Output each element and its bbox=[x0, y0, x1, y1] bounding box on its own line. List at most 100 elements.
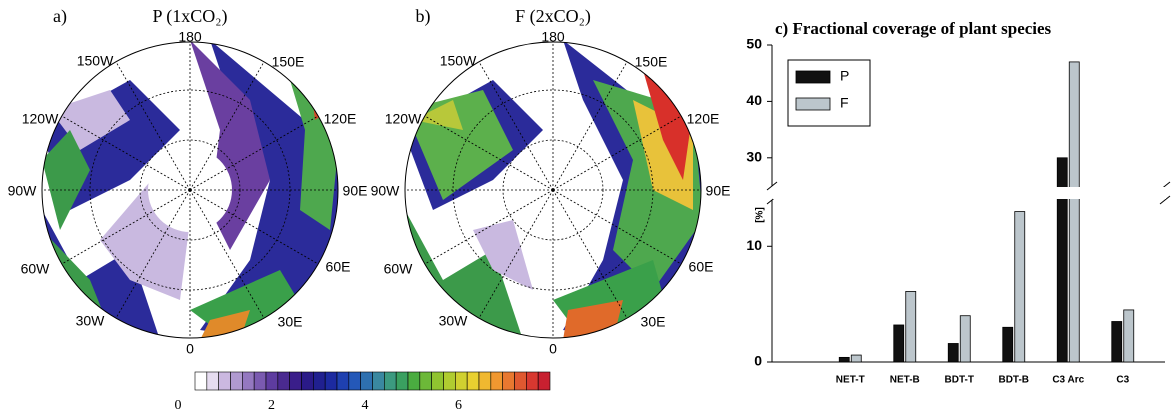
meridian bbox=[552, 61, 628, 191]
colorbar-cell bbox=[514, 371, 527, 391]
break-gap bbox=[773, 187, 1166, 199]
legend-swatch bbox=[795, 97, 831, 111]
bar bbox=[838, 356, 850, 363]
legend-box bbox=[787, 59, 871, 127]
colorbar-cell bbox=[206, 371, 219, 391]
meridian bbox=[424, 115, 554, 191]
longitude-label: 30W bbox=[76, 313, 106, 329]
meridian bbox=[189, 189, 265, 319]
bar-chart: c) Fractional coverage of plant species 0… bbox=[746, 19, 1171, 386]
colorbar-tick-label: 6 bbox=[455, 398, 462, 413]
colorbar-cell bbox=[301, 371, 314, 391]
longitude-label: 180 bbox=[541, 29, 565, 45]
colorbar-cell bbox=[419, 371, 432, 391]
panel-label: b) bbox=[416, 6, 431, 27]
colorbar-cell bbox=[407, 371, 421, 391]
x-tick-label: NET-T bbox=[836, 375, 865, 386]
longitude-label: 0 bbox=[186, 341, 194, 357]
longitude-label: 30E bbox=[278, 314, 303, 330]
map-border bbox=[404, 41, 702, 339]
axis-break bbox=[766, 181, 778, 191]
colorbar-cell bbox=[194, 371, 208, 391]
longitude-label: 120E bbox=[687, 111, 720, 127]
map-title: F (2xCO₂) bbox=[515, 6, 591, 27]
x-tick-label: C3 bbox=[1116, 375, 1129, 386]
colorbar-cell bbox=[384, 371, 397, 391]
colorbar: 0 2 4 6 bbox=[175, 371, 551, 413]
colorbar-cell bbox=[490, 371, 503, 391]
colorbar-cell bbox=[348, 371, 361, 391]
longitude-label: 0 bbox=[549, 341, 557, 357]
legend-swatch bbox=[795, 70, 831, 84]
y-tick-label: 10 bbox=[746, 237, 762, 253]
legend-label: F bbox=[840, 95, 849, 111]
colorbar-cell bbox=[253, 371, 267, 391]
longitude-label: 120E bbox=[324, 111, 357, 127]
bar bbox=[959, 315, 971, 363]
shaded-region bbox=[473, 220, 533, 290]
bar bbox=[1111, 321, 1123, 363]
longitude-label: 60E bbox=[326, 259, 351, 275]
meridian bbox=[61, 115, 191, 191]
longitude-label: 150E bbox=[272, 54, 305, 70]
meridian bbox=[552, 189, 682, 265]
longitude-label: 150W bbox=[77, 53, 114, 69]
longitude-label: 90W bbox=[8, 183, 38, 199]
colorbar-cell bbox=[230, 371, 243, 391]
longitude-label: 150E bbox=[635, 54, 668, 70]
polar-map: 180 150E 120E 90E 60E 30E 0 30W 60W 90W 120W 150W bbox=[8, 29, 368, 357]
colorbar-cell bbox=[289, 371, 302, 391]
colorbar-cell bbox=[218, 371, 231, 391]
longitude-label: 30E bbox=[641, 314, 666, 330]
meridian bbox=[552, 115, 682, 191]
bar bbox=[1123, 309, 1135, 363]
colorbar-cell bbox=[395, 371, 409, 391]
colorbar-cell bbox=[537, 371, 551, 391]
polar-map: 180 150E 120E 90E 60E 30E 0 30W 60W 90W 120W 150W bbox=[371, 29, 731, 357]
colorbar-cell bbox=[265, 371, 279, 391]
colorbar-cell bbox=[443, 371, 456, 391]
bar bbox=[1014, 211, 1026, 363]
meridian bbox=[552, 189, 628, 319]
longitude-label: 180 bbox=[178, 29, 202, 45]
meridian bbox=[189, 61, 265, 191]
longitude-label: 120W bbox=[385, 111, 422, 127]
y-tick-label: 50 bbox=[746, 36, 762, 52]
longitude-label: 90E bbox=[706, 183, 731, 199]
colorbar-cell bbox=[336, 371, 350, 391]
meridian bbox=[424, 189, 554, 265]
colorbar-cell bbox=[372, 371, 385, 391]
axis-break bbox=[1159, 195, 1171, 205]
longitude-label: 60W bbox=[384, 261, 414, 277]
colorbar-cell bbox=[478, 371, 492, 391]
longitude-label: 150W bbox=[440, 53, 477, 69]
shaded-region bbox=[643, 70, 693, 180]
bar bbox=[905, 291, 917, 363]
meridian bbox=[478, 189, 554, 319]
meridian bbox=[115, 61, 191, 191]
meridian bbox=[478, 61, 554, 191]
bar bbox=[1002, 326, 1014, 363]
y-axis-label: [%] bbox=[755, 207, 766, 223]
longitude-label: 30W bbox=[439, 313, 469, 329]
chart-title: c) Fractional coverage of plant species bbox=[775, 19, 1052, 38]
panel-label: a) bbox=[53, 6, 67, 27]
map-border bbox=[41, 41, 339, 339]
x-tick-label: BDT-T bbox=[945, 375, 974, 386]
colorbar-tick-label: 0 bbox=[175, 398, 182, 413]
bar bbox=[947, 343, 959, 363]
meridian bbox=[189, 115, 319, 191]
x-tick-label: C3 Arc bbox=[1052, 375, 1084, 386]
colorbar-cell bbox=[466, 371, 480, 391]
colorbar-tick-label: 2 bbox=[268, 398, 275, 413]
y-tick-label: 0 bbox=[754, 353, 762, 369]
colorbar-cell bbox=[242, 371, 255, 391]
x-tick-label: BDT-B bbox=[998, 375, 1029, 386]
colorbar-cell bbox=[526, 371, 539, 391]
meridian bbox=[115, 189, 191, 319]
shaded-region bbox=[413, 100, 463, 130]
colorbar-cell bbox=[431, 371, 444, 391]
colorbar-cell bbox=[277, 371, 290, 391]
shaded-region bbox=[42, 130, 90, 230]
